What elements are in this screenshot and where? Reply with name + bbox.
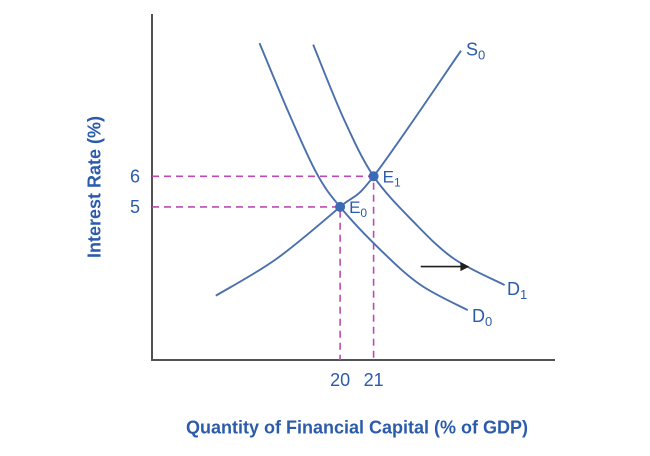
- equilibrium-point-E1: [368, 171, 379, 182]
- y-tick-label-6: 6: [130, 166, 140, 186]
- curve-label-D0: D0: [472, 306, 492, 329]
- y-tick-label-5: 5: [130, 197, 140, 217]
- axes: [151, 14, 555, 361]
- demand-curve-D1: [312, 44, 506, 286]
- curve-label-S0: S0: [466, 39, 485, 62]
- dashed-guide-E0: [152, 206, 341, 360]
- curve-label-D1: D1: [507, 279, 527, 302]
- equilibrium-label-E0: E0: [349, 198, 367, 220]
- x-axis-title: Quantity of Financial Capital (% of GDP): [185, 417, 529, 438]
- equilibrium-label-E1: E1: [383, 167, 401, 189]
- equilibrium-point-E0: [335, 201, 346, 212]
- y-axis-title: Interest Rate (%): [84, 115, 105, 259]
- x-tick-label-20: 20: [330, 370, 350, 390]
- supply-curve-S0: [215, 50, 462, 297]
- demand-shift-arrow-head: [460, 262, 470, 272]
- x-tick-label-21: 21: [364, 370, 384, 390]
